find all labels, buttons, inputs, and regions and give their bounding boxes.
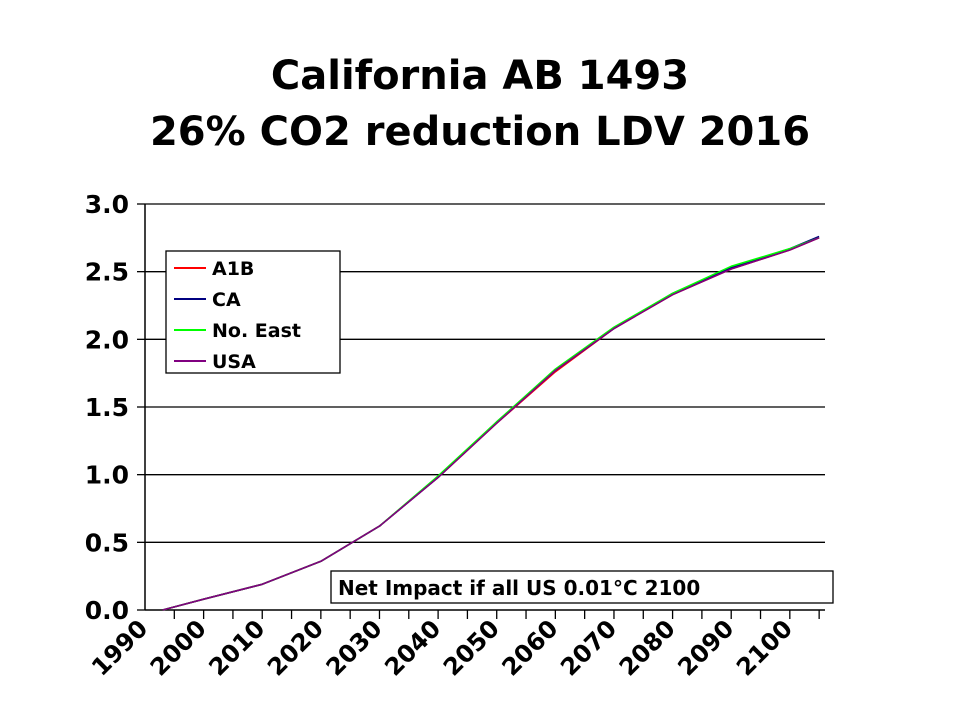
- x-tick-label: 2050: [438, 614, 505, 681]
- y-tick-label: 0.5: [85, 528, 129, 557]
- chart-title-line-1: California AB 1493: [270, 53, 690, 99]
- legend-entry-label: CA: [212, 289, 241, 311]
- chart-title-line-2: 26% CO2 reduction LDV 2016: [149, 109, 811, 155]
- y-tick-label: 1.0: [85, 461, 129, 490]
- x-tick-label: 2070: [555, 614, 622, 681]
- x-tick-label: 2100: [731, 614, 798, 681]
- x-tick-label: 2090: [672, 614, 739, 681]
- legend: A1B CA No. East USA: [165, 250, 341, 374]
- x-tick-label: 2020: [262, 614, 329, 681]
- x-tick-labels: 1990200020102020203020402050206020702080…: [86, 614, 798, 681]
- x-tick-label: 2040: [379, 614, 446, 681]
- series-line-usa: [162, 237, 820, 611]
- annotation-box: [330, 570, 834, 604]
- y-tick-label: 1.5: [85, 393, 129, 422]
- x-tick-label: 2010: [203, 614, 270, 681]
- legend-entry-label: USA: [212, 351, 256, 373]
- chart-title: California AB 1493 26% CO2 reduction LDV…: [0, 48, 960, 160]
- legend-entry-label: A1B: [212, 258, 254, 280]
- x-tick-label: 2030: [321, 614, 388, 681]
- y-tick-label: 2.0: [85, 325, 129, 354]
- y-tick-labels: 0.0 0.5 1.0 1.5 2.0 2.5 3.0: [85, 190, 129, 625]
- x-tick-label: 2060: [497, 614, 564, 681]
- y-tick-label: 2.5: [85, 258, 129, 287]
- series-lines: [162, 235, 820, 611]
- annotation-text: Net Impact if all US 0.01°C 2100: [338, 576, 700, 600]
- legend-box: [165, 250, 341, 374]
- y-tick-label: 3.0: [85, 190, 129, 219]
- annotation: Net Impact if all US 0.01°C 2100: [330, 570, 834, 604]
- legend-entry-label: No. East: [212, 320, 301, 342]
- axes: [137, 203, 825, 619]
- x-tick-label: 2000: [145, 614, 212, 681]
- x-tick-label: 2080: [614, 614, 681, 681]
- y-tick-label: 0.0: [85, 596, 129, 625]
